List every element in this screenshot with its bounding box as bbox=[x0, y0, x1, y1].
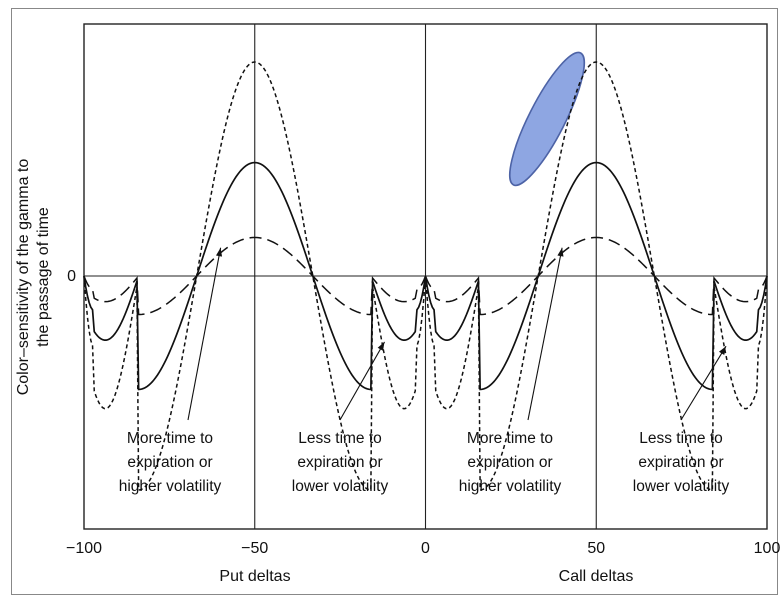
x-axis-label-put: Put deltas bbox=[219, 568, 290, 585]
annotation-line: More time to bbox=[467, 430, 553, 447]
x-tick-label: 50 bbox=[587, 540, 605, 557]
annotation-line: lower volatility bbox=[292, 478, 389, 495]
arrowhead-1 bbox=[215, 247, 223, 257]
annotation-2: Less time to expiration or lower volatilit… bbox=[292, 430, 389, 495]
series-dotted-put bbox=[83, 61, 427, 491]
x-tick-label: 100 bbox=[754, 540, 780, 557]
annotation-line: Less time to bbox=[298, 430, 382, 447]
y-axis-label: Color–sensitivity of the gamma to the pa… bbox=[15, 159, 52, 396]
highlight-layer bbox=[508, 51, 586, 187]
series-solid-put bbox=[83, 161, 427, 391]
series-dotted-call bbox=[424, 61, 768, 491]
series-dashed-put bbox=[83, 236, 427, 316]
figure-border bbox=[11, 8, 778, 595]
series-solid-call bbox=[424, 161, 768, 391]
annotation-1: More time to expiration or higher volatili… bbox=[119, 430, 222, 495]
x-tick-label: −50 bbox=[241, 540, 268, 557]
annotation-line: higher volatility bbox=[119, 478, 222, 495]
annotation-3: More time to expiration or higher volatili… bbox=[459, 430, 562, 495]
arrowhead-2 bbox=[377, 341, 385, 351]
arrow-layer bbox=[187, 247, 727, 421]
annotation-line: expiration or bbox=[467, 454, 552, 471]
annotation-4: Less time to expiration or lower volatilit… bbox=[633, 430, 730, 495]
annotation-line: lower volatility bbox=[633, 478, 730, 495]
annotation-line: expiration or bbox=[297, 454, 382, 471]
x-axis-label-call: Call deltas bbox=[559, 568, 634, 585]
x-tick-label: −100 bbox=[66, 540, 102, 557]
annotation-line: More time to bbox=[127, 430, 213, 447]
annotation-line: Less time to bbox=[639, 430, 723, 447]
arrowhead-3 bbox=[557, 247, 564, 257]
annotation-arrow-1 bbox=[187, 247, 222, 421]
arrowhead-4 bbox=[718, 346, 727, 356]
x-tick-label: 0 bbox=[421, 540, 430, 557]
annotation-arrow-3 bbox=[527, 247, 563, 421]
y-axis-label-line-2: the passage of time bbox=[35, 207, 52, 347]
annotation-arrow-2 bbox=[339, 341, 385, 421]
tick-labels: −100 −50 0 50 100 0 bbox=[66, 268, 780, 557]
annotation-line: expiration or bbox=[638, 454, 723, 471]
annotation-line: expiration or bbox=[127, 454, 212, 471]
y-tick-label: 0 bbox=[67, 268, 76, 285]
annotation-line: higher volatility bbox=[459, 478, 562, 495]
highlight-ellipse bbox=[508, 51, 586, 187]
y-axis-label-line-1: Color–sensitivity of the gamma to bbox=[15, 159, 32, 396]
series-dashed-call bbox=[424, 236, 768, 316]
annotation-arrow-4 bbox=[680, 345, 727, 421]
annotation-layer: More time to expiration or higher volatili… bbox=[119, 430, 730, 495]
curve-layer bbox=[83, 61, 768, 491]
